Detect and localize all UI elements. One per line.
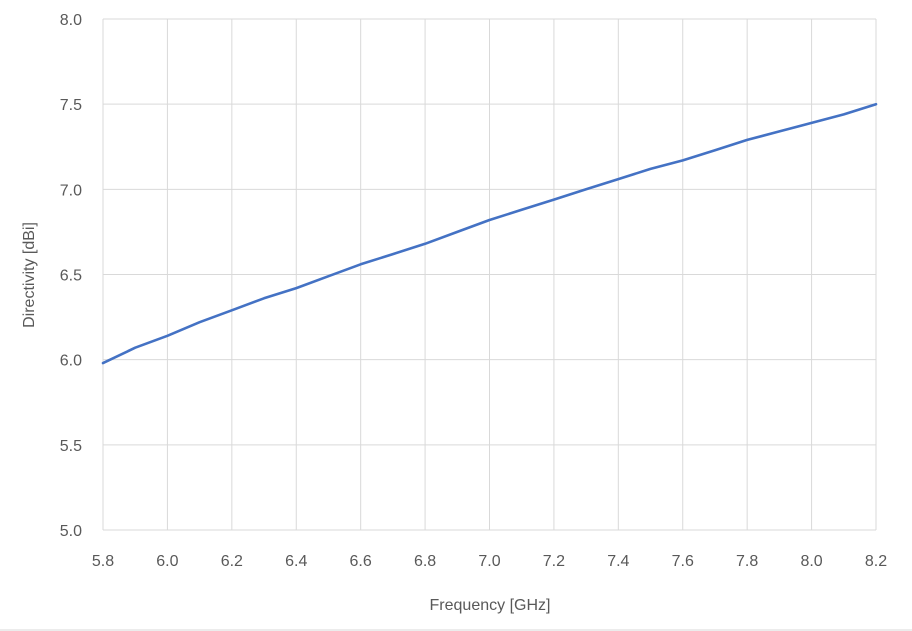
gridlines xyxy=(102,18,877,531)
y-tick-label: 6.5 xyxy=(60,268,82,285)
x-tick-label: 6.6 xyxy=(350,553,372,570)
y-tick-label: 7.0 xyxy=(60,182,82,199)
y-tick-label: 5.5 xyxy=(60,438,82,455)
x-tick-label: 7.0 xyxy=(478,553,500,570)
x-tick-label: 8.2 xyxy=(865,553,887,570)
x-tick-label: 6.0 xyxy=(156,553,178,570)
x-tick-label: 8.0 xyxy=(800,553,822,570)
y-tick-label: 7.5 xyxy=(60,97,82,114)
x-tick-label: 6.2 xyxy=(221,553,243,570)
x-tick-label: 7.6 xyxy=(672,553,694,570)
y-tick-label: 8.0 xyxy=(60,12,82,29)
x-tick-label: 7.4 xyxy=(607,553,629,570)
x-tick-label: 6.8 xyxy=(414,553,436,570)
x-tick-label: 7.8 xyxy=(736,553,758,570)
y-tick-label: 6.0 xyxy=(60,353,82,370)
x-tick-label: 6.4 xyxy=(285,553,307,570)
series-line xyxy=(101,102,878,365)
series-layer xyxy=(101,102,878,365)
y-tick-label: 5.0 xyxy=(60,523,82,540)
x-tick-label: 7.2 xyxy=(543,553,565,570)
y-axis-title: Directivity [dBi] xyxy=(21,222,38,328)
x-tick-label: 5.8 xyxy=(92,553,114,570)
x-axis-title: Frequency [GHz] xyxy=(430,597,551,614)
tick-labels: 5.8 6.0 6.2 6.4 6.6 6.8 7.0 7.2 7.4 7.6 7.8 8.0 8.2 5… xyxy=(60,12,887,570)
